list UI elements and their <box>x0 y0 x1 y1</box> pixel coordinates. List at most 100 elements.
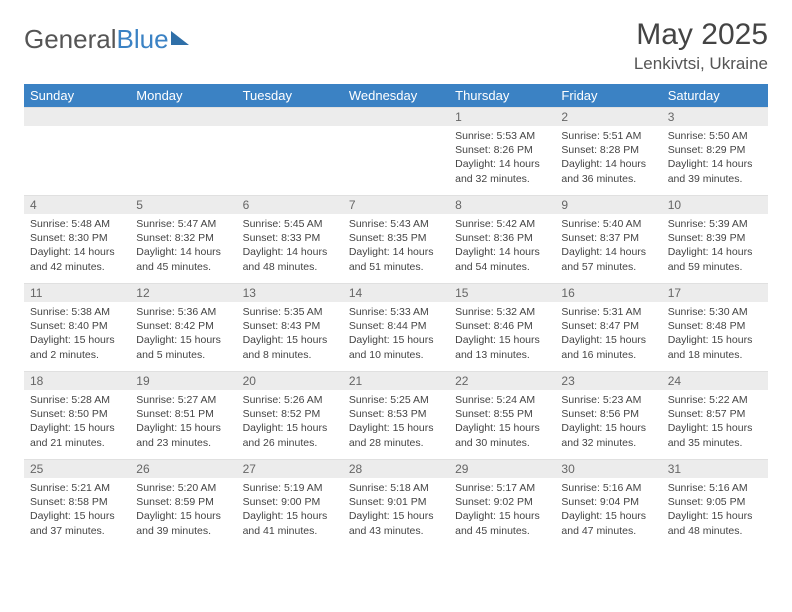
calendar-cell: 13Sunrise: 5:35 AMSunset: 8:43 PMDayligh… <box>237 283 343 371</box>
day-body: Sunrise: 5:36 AMSunset: 8:42 PMDaylight:… <box>130 302 236 368</box>
weekday-header: Sunday <box>24 84 130 107</box>
day-number: 9 <box>555 195 661 214</box>
day-body: Sunrise: 5:50 AMSunset: 8:29 PMDaylight:… <box>662 126 768 192</box>
day-number: 8 <box>449 195 555 214</box>
sunset-text: Sunset: 8:35 PM <box>349 231 443 245</box>
calendar-cell: 27Sunrise: 5:19 AMSunset: 9:00 PMDayligh… <box>237 459 343 547</box>
daylight-text: Daylight: 15 hours and 47 minutes. <box>561 509 655 537</box>
daylight-text: Daylight: 14 hours and 45 minutes. <box>136 245 230 273</box>
day-number: 14 <box>343 283 449 302</box>
weekday-header-row: SundayMondayTuesdayWednesdayThursdayFrid… <box>24 84 768 107</box>
sunrise-text: Sunrise: 5:50 AM <box>668 129 762 143</box>
sunrise-text: Sunrise: 5:33 AM <box>349 305 443 319</box>
sunset-text: Sunset: 8:37 PM <box>561 231 655 245</box>
day-body: Sunrise: 5:27 AMSunset: 8:51 PMDaylight:… <box>130 390 236 456</box>
sunrise-text: Sunrise: 5:17 AM <box>455 481 549 495</box>
day-number-empty <box>343 107 449 126</box>
sunrise-text: Sunrise: 5:38 AM <box>30 305 124 319</box>
calendar-cell: 22Sunrise: 5:24 AMSunset: 8:55 PMDayligh… <box>449 371 555 459</box>
daylight-text: Daylight: 15 hours and 10 minutes. <box>349 333 443 361</box>
sunrise-text: Sunrise: 5:20 AM <box>136 481 230 495</box>
sunset-text: Sunset: 8:36 PM <box>455 231 549 245</box>
day-body: Sunrise: 5:45 AMSunset: 8:33 PMDaylight:… <box>237 214 343 280</box>
sunset-text: Sunset: 8:56 PM <box>561 407 655 421</box>
calendar-cell: 21Sunrise: 5:25 AMSunset: 8:53 PMDayligh… <box>343 371 449 459</box>
sunset-text: Sunset: 8:52 PM <box>243 407 337 421</box>
day-number: 26 <box>130 459 236 478</box>
daylight-text: Daylight: 15 hours and 16 minutes. <box>561 333 655 361</box>
brand-part1: General <box>24 24 117 55</box>
sunset-text: Sunset: 9:01 PM <box>349 495 443 509</box>
sunset-text: Sunset: 8:40 PM <box>30 319 124 333</box>
daylight-text: Daylight: 15 hours and 39 minutes. <box>136 509 230 537</box>
day-number: 25 <box>24 459 130 478</box>
day-body: Sunrise: 5:33 AMSunset: 8:44 PMDaylight:… <box>343 302 449 368</box>
sunrise-text: Sunrise: 5:43 AM <box>349 217 443 231</box>
calendar-cell: 24Sunrise: 5:22 AMSunset: 8:57 PMDayligh… <box>662 371 768 459</box>
sunrise-text: Sunrise: 5:22 AM <box>668 393 762 407</box>
calendar-cell: 26 Sunrise: 5:20 AMSunset: 8:59 PMDayligh… <box>130 459 236 547</box>
sunrise-text: Sunrise: 5:28 AM <box>30 393 124 407</box>
daylight-text: Daylight: 14 hours and 36 minutes. <box>561 157 655 185</box>
sunrise-text: Sunrise: 5:47 AM <box>136 217 230 231</box>
calendar-cell <box>24 107 130 195</box>
calendar-cell: 19Sunrise: 5:27 AMSunset: 8:51 PMDayligh… <box>130 371 236 459</box>
calendar-row: 11Sunrise: 5:38 AMSunset: 8:40 PMDayligh… <box>24 283 768 371</box>
calendar-cell: 8Sunrise: 5:42 AMSunset: 8:36 PMDaylight… <box>449 195 555 283</box>
day-number: 16 <box>555 283 661 302</box>
calendar-cell: 3Sunrise: 5:50 AMSunset: 8:29 PMDaylight… <box>662 107 768 195</box>
calendar-cell: 16Sunrise: 5:31 AMSunset: 8:47 PMDayligh… <box>555 283 661 371</box>
daylight-text: Daylight: 15 hours and 48 minutes. <box>668 509 762 537</box>
sunrise-text: Sunrise: 5:40 AM <box>561 217 655 231</box>
daylight-text: Daylight: 15 hours and 8 minutes. <box>243 333 337 361</box>
sunset-text: Sunset: 8:51 PM <box>136 407 230 421</box>
day-body: Sunrise: 5:22 AMSunset: 8:57 PMDaylight:… <box>662 390 768 456</box>
brand-part2: Blue <box>117 24 169 55</box>
day-number: 3 <box>662 107 768 126</box>
sunset-text: Sunset: 8:26 PM <box>455 143 549 157</box>
day-body: Sunrise: 5:47 AMSunset: 8:32 PMDaylight:… <box>130 214 236 280</box>
calendar-cell: 18Sunrise: 5:28 AMSunset: 8:50 PMDayligh… <box>24 371 130 459</box>
daylight-text: Daylight: 15 hours and 35 minutes. <box>668 421 762 449</box>
weekday-header: Monday <box>130 84 236 107</box>
sunrise-text: Sunrise: 5:42 AM <box>455 217 549 231</box>
calendar-cell: 11Sunrise: 5:38 AMSunset: 8:40 PMDayligh… <box>24 283 130 371</box>
day-body: Sunrise: 5:19 AMSunset: 9:00 PMDaylight:… <box>237 478 343 544</box>
daylight-text: Daylight: 15 hours and 30 minutes. <box>455 421 549 449</box>
sunset-text: Sunset: 8:30 PM <box>30 231 124 245</box>
title-block: May 2025 Lenkivtsi, Ukraine <box>634 18 768 74</box>
calendar-cell: 2Sunrise: 5:51 AMSunset: 8:28 PMDaylight… <box>555 107 661 195</box>
sunset-text: Sunset: 8:59 PM <box>136 495 230 509</box>
day-number: 6 <box>237 195 343 214</box>
sunset-text: Sunset: 8:46 PM <box>455 319 549 333</box>
day-body: Sunrise: 5:16 AMSunset: 9:05 PMDaylight:… <box>662 478 768 544</box>
sunrise-text: Sunrise: 5:16 AM <box>561 481 655 495</box>
daylight-text: Daylight: 15 hours and 26 minutes. <box>243 421 337 449</box>
daylight-text: Daylight: 14 hours and 59 minutes. <box>668 245 762 273</box>
calendar-cell: 17Sunrise: 5:30 AMSunset: 8:48 PMDayligh… <box>662 283 768 371</box>
day-number-empty <box>24 107 130 126</box>
sunset-text: Sunset: 8:42 PM <box>136 319 230 333</box>
calendar-cell <box>343 107 449 195</box>
sunset-text: Sunset: 8:48 PM <box>668 319 762 333</box>
sunrise-text: Sunrise: 5:27 AM <box>136 393 230 407</box>
sail-icon <box>171 31 189 45</box>
day-number: 29 <box>449 459 555 478</box>
day-number-empty <box>130 107 236 126</box>
calendar-cell: 20Sunrise: 5:26 AMSunset: 8:52 PMDayligh… <box>237 371 343 459</box>
daylight-text: Daylight: 15 hours and 5 minutes. <box>136 333 230 361</box>
day-number-empty <box>237 107 343 126</box>
calendar-cell: 14Sunrise: 5:33 AMSunset: 8:44 PMDayligh… <box>343 283 449 371</box>
daylight-text: Daylight: 15 hours and 41 minutes. <box>243 509 337 537</box>
day-body: Sunrise: 5:42 AMSunset: 8:36 PMDaylight:… <box>449 214 555 280</box>
calendar-table: SundayMondayTuesdayWednesdayThursdayFrid… <box>24 84 768 547</box>
sunrise-text: Sunrise: 5:16 AM <box>668 481 762 495</box>
daylight-text: Daylight: 15 hours and 28 minutes. <box>349 421 443 449</box>
weekday-header: Tuesday <box>237 84 343 107</box>
calendar-cell <box>130 107 236 195</box>
daylight-text: Daylight: 14 hours and 51 minutes. <box>349 245 443 273</box>
title-location: Lenkivtsi, Ukraine <box>634 54 768 74</box>
day-number: 27 <box>237 459 343 478</box>
calendar-cell: 12Sunrise: 5:36 AMSunset: 8:42 PMDayligh… <box>130 283 236 371</box>
sunset-text: Sunset: 8:39 PM <box>668 231 762 245</box>
